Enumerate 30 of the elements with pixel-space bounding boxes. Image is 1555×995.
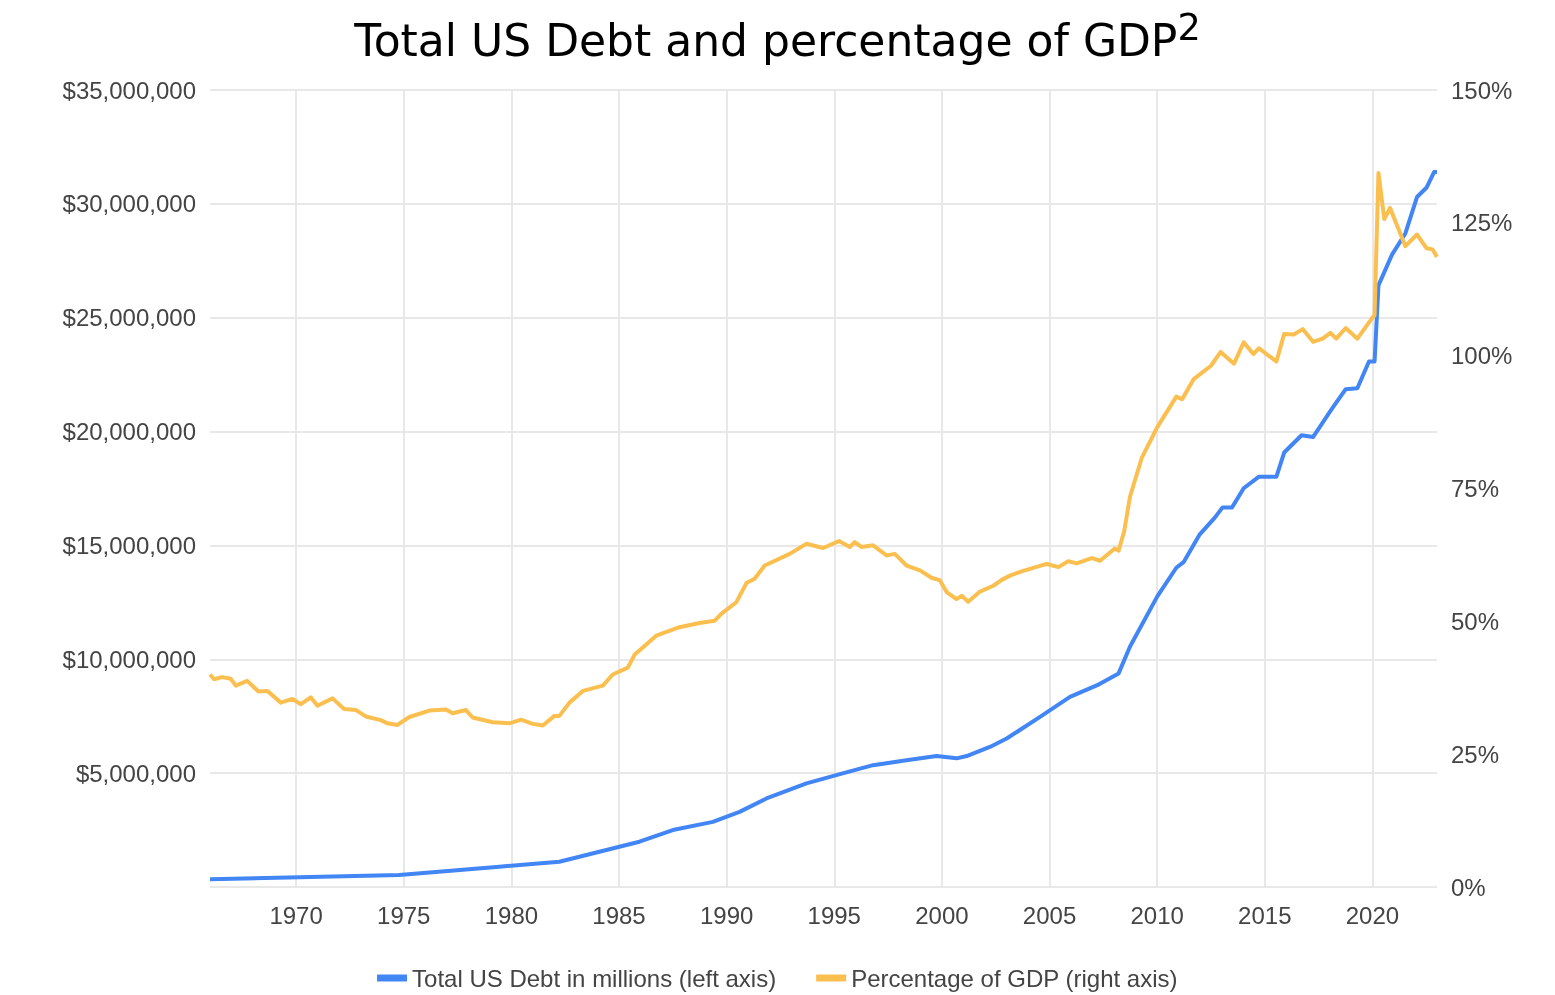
y-tick-label: $25,000,000 — [62, 304, 196, 332]
x-tick-label: 2000 — [915, 901, 969, 929]
x-tick-label: 2005 — [1022, 901, 1077, 929]
y-tick-label: $30,000,000 — [62, 190, 196, 218]
x-tick-label: 2020 — [1345, 901, 1400, 929]
x-tick-label: 1970 — [269, 901, 323, 929]
y2-tick-label: 50% — [1451, 607, 1500, 635]
y-tick-label: $5,000,000 — [75, 759, 196, 787]
x-tick-label: 1990 — [699, 901, 754, 929]
chart-title: Total US Debt and percentage of GDP$^{2}$ — [353, 6, 1202, 66]
legend-label: Total US Debt in millions (left axis) — [412, 964, 777, 992]
line-series — [208, 170, 1439, 728]
x-tick-label: 1975 — [377, 901, 431, 929]
y-tick-label: $10,000,000 — [62, 645, 196, 673]
legend-label: Percentage of GDP (right axis) — [851, 964, 1178, 992]
y2-tick-label: 75% — [1451, 475, 1500, 502]
y-tick-label: $35,000,000 — [62, 76, 196, 104]
y2-tick-label: 0% — [1451, 873, 1486, 901]
y2-tick-label: 125% — [1451, 209, 1513, 237]
x-tick-label: 1995 — [807, 901, 861, 929]
y2-tick-label: 150% — [1451, 76, 1513, 104]
y2-tick-label: 25% — [1451, 740, 1500, 768]
x-tick-label: 1980 — [484, 901, 539, 929]
x-tick-label: 2015 — [1238, 901, 1292, 929]
line-series — [208, 169, 1439, 882]
y2-tick-label: 100% — [1451, 342, 1513, 370]
x-tick-label: 2010 — [1130, 901, 1184, 929]
y-tick-label: $15,000,000 — [62, 531, 196, 559]
y-tick-label: $20,000,000 — [62, 418, 196, 446]
x-tick-label: 1985 — [592, 901, 646, 929]
